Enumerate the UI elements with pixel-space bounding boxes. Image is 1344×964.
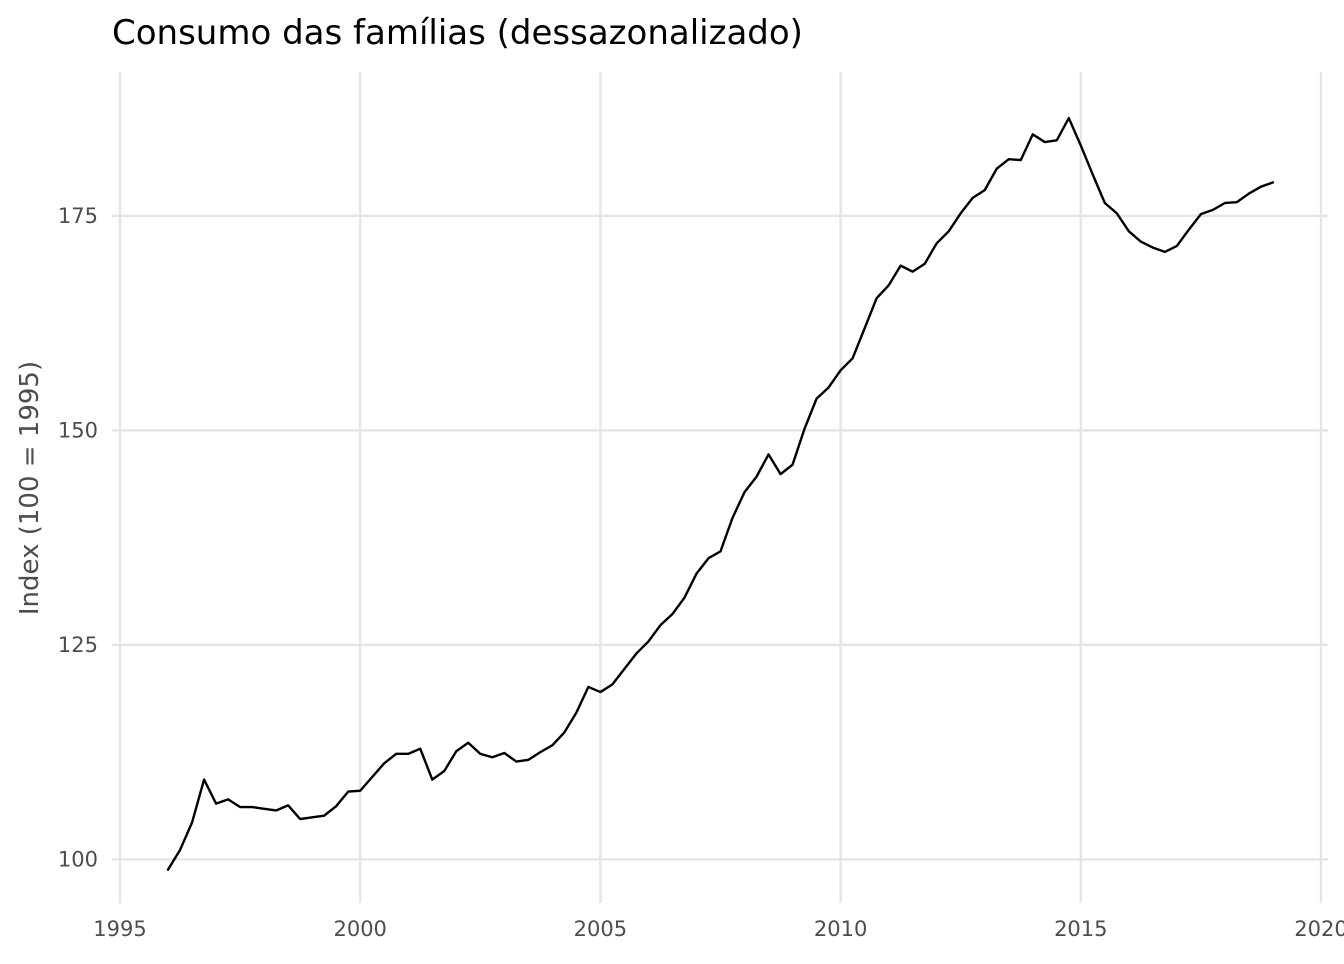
y-axis-title: Index (100 = 1995)	[15, 361, 45, 615]
x-axis-ticks: 1995 2000 2005 2010 2015 2020	[93, 917, 1344, 941]
series-line	[166, 116, 1275, 871]
x-tick-label: 2020	[1294, 917, 1344, 941]
y-axis-ticks: 100 125 150 175	[58, 204, 98, 872]
x-tick-label: 1995	[93, 917, 146, 941]
y-tick-label: 175	[58, 204, 98, 228]
chart-title: Consumo das famílias (dessazonalizado)	[112, 13, 803, 53]
x-tick-label: 2000	[333, 917, 386, 941]
x-tick-label: 2005	[574, 917, 627, 941]
y-tick-label: 125	[58, 633, 98, 657]
x-tick-label: 2015	[1054, 917, 1107, 941]
y-tick-label: 150	[58, 418, 98, 442]
x-tick-label: 2010	[814, 917, 867, 941]
y-tick-label: 100	[58, 847, 98, 871]
series-layer	[166, 116, 1275, 871]
grid	[112, 72, 1328, 903]
